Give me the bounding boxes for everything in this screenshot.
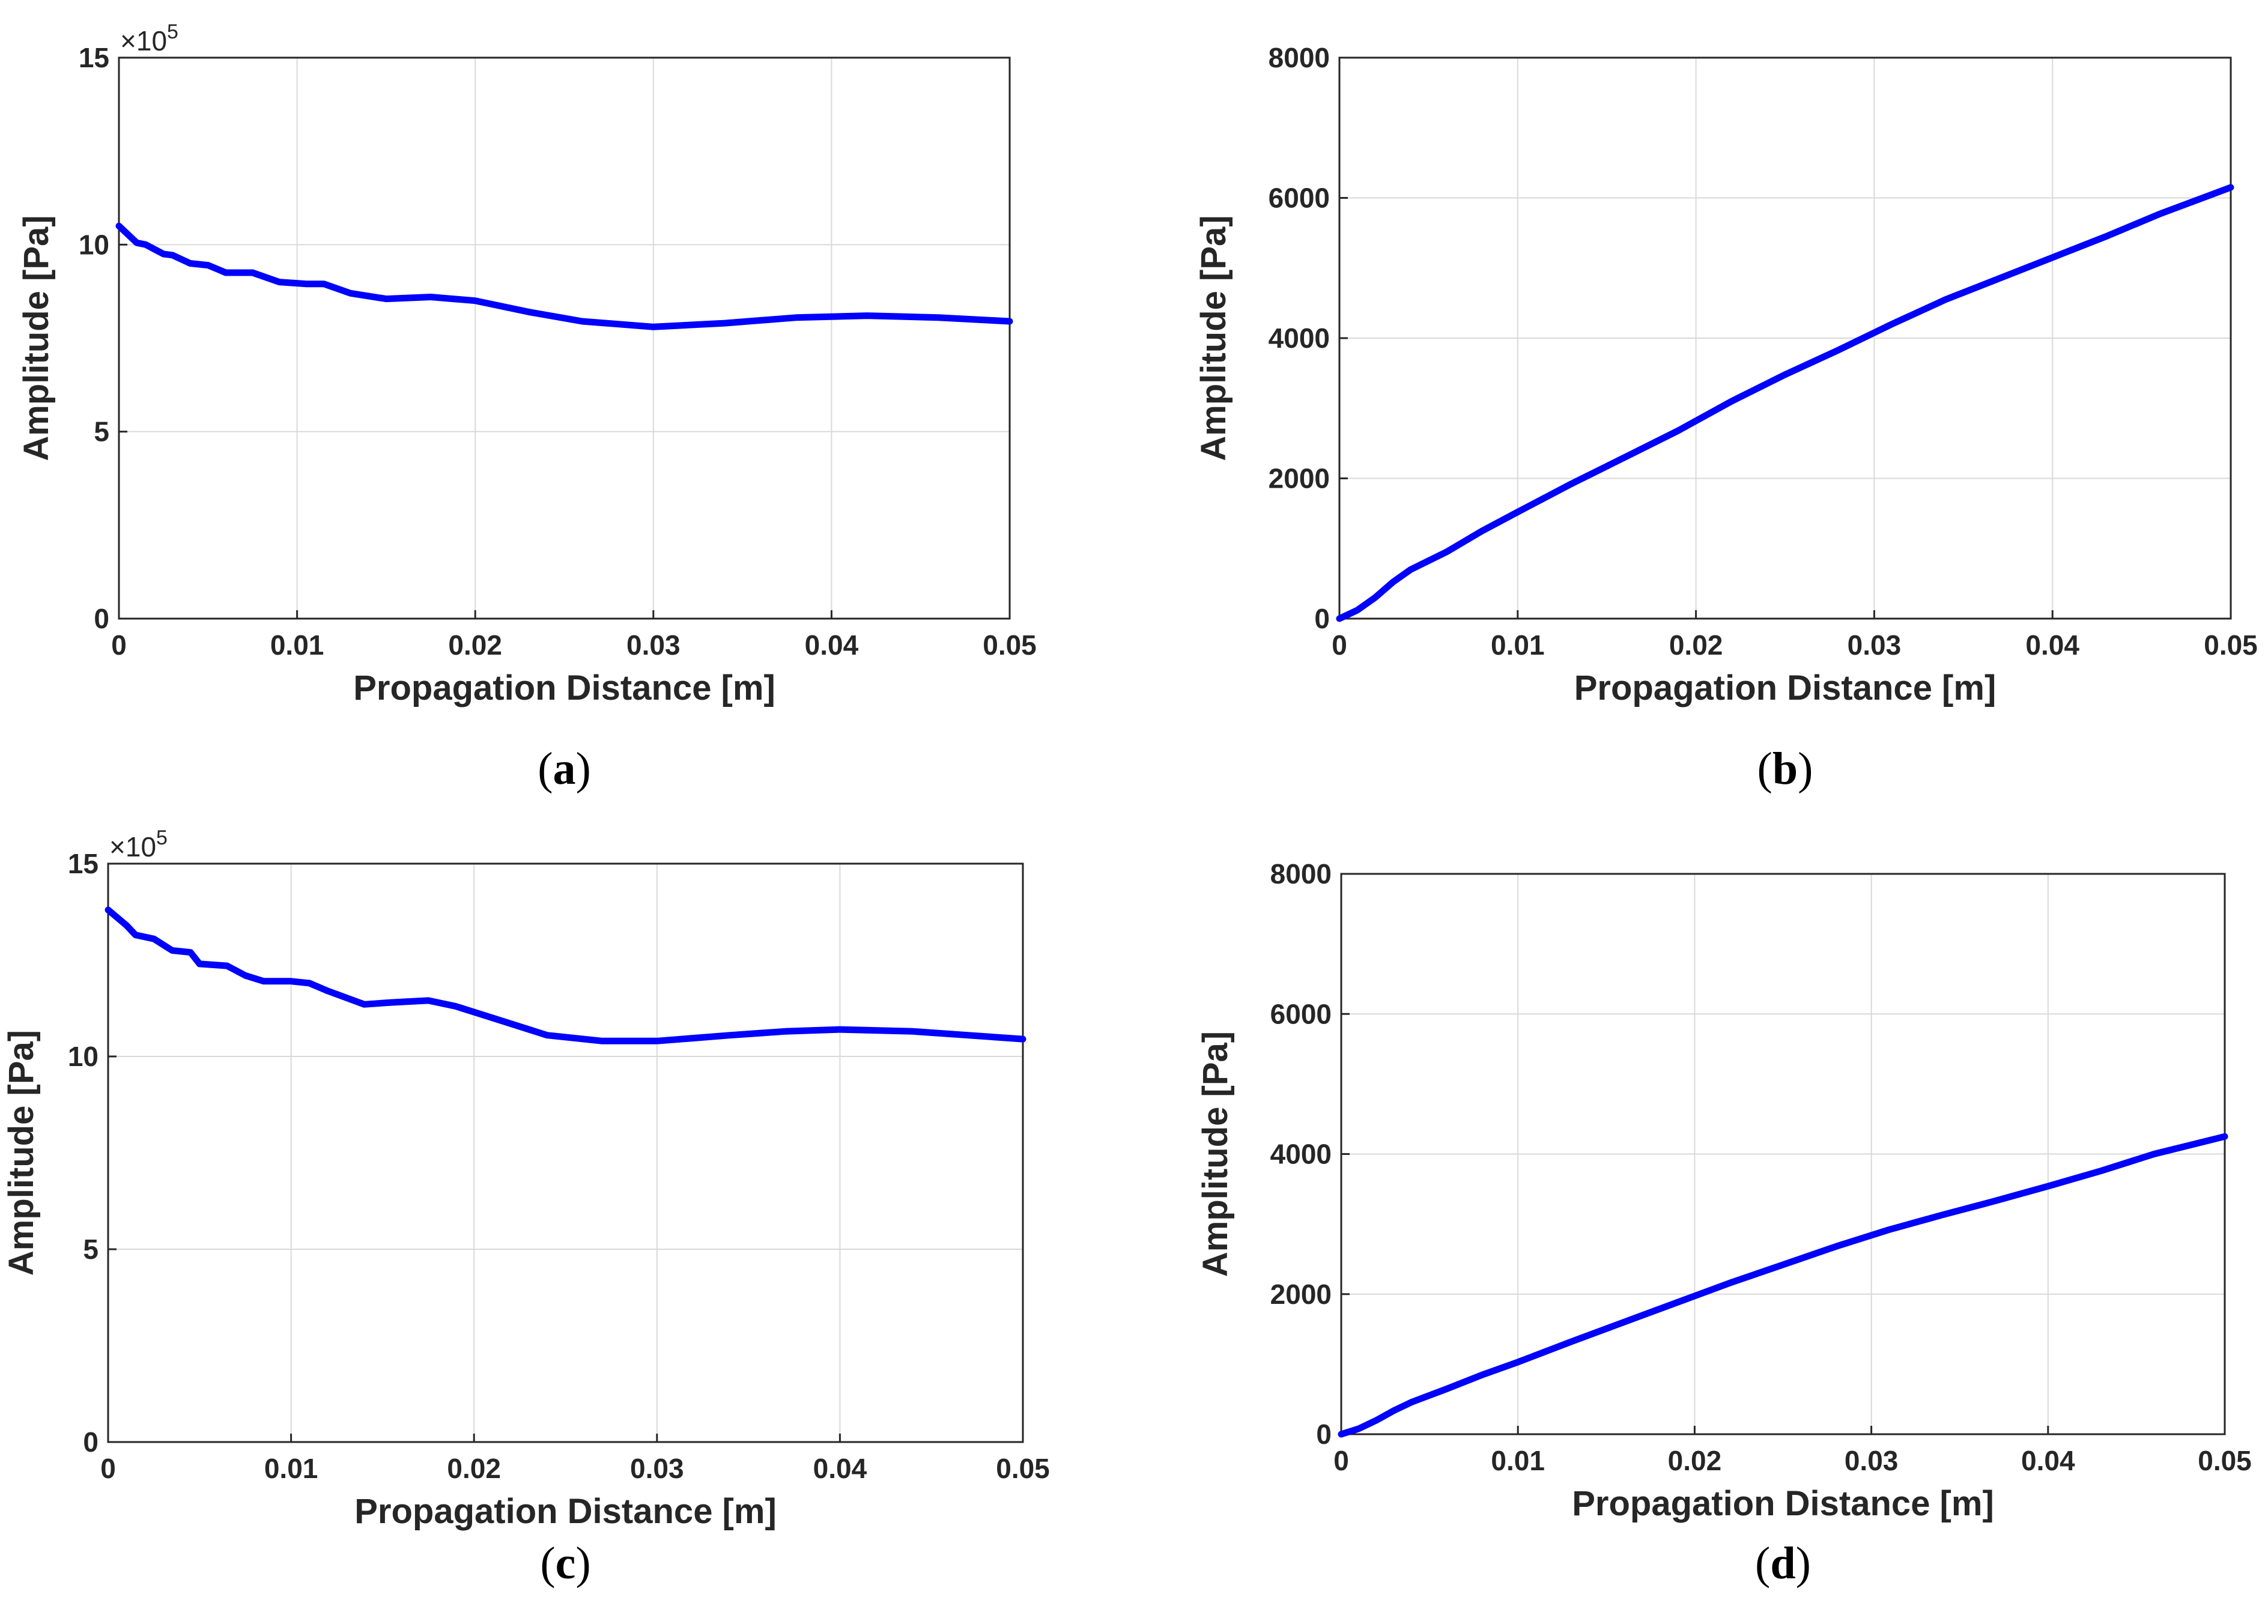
x-tick-label: 0.04	[813, 1453, 867, 1484]
series-line-amplitude	[1338, 1133, 2228, 1438]
y-tick-label: 2000	[1269, 463, 1330, 494]
plot-border	[118, 56, 1011, 620]
y-tick-label: 8000	[1269, 42, 1330, 73]
chart-panel-a: 0 0.01 0.02 0.03 0.04 0.05 0 5 10 15 ×105 Propagati…	[17, 20, 1037, 794]
y-axis-label: Amplitude [Pa]	[17, 215, 56, 461]
y-tick-label: 8000	[1270, 858, 1332, 889]
y-tick-label: 15	[68, 848, 99, 879]
panel-caption: (a)	[538, 744, 591, 794]
panel-caption: (d)	[1755, 1538, 1811, 1589]
x-tick-label: 0	[100, 1453, 116, 1484]
plot-area	[107, 862, 1024, 1443]
y-tick-label: 15	[79, 42, 109, 73]
y-tick-label: 0	[1314, 603, 1330, 634]
plot-border	[107, 862, 1024, 1443]
x-tick-label: 0	[111, 629, 127, 661]
series-line-amplitude	[105, 906, 1026, 1044]
y-axis-label: Amplitude [Pa]	[1194, 215, 1233, 461]
y-tick-label: 5	[83, 1234, 99, 1265]
x-tick-label: 0	[1333, 1445, 1349, 1476]
chart-panel-d: 0 0.01 0.02 0.03 0.04 0.05 0 2000 4000 6000 8000 Pr…	[1196, 858, 2252, 1589]
x-tick-label: 0.02	[1668, 1445, 1722, 1476]
chart-panel-b: 0 0.01 0.02 0.03 0.04 0.05 0 2000 4000 6000 8000 Pr…	[1194, 42, 2258, 794]
x-tick-label: 0.02	[447, 1453, 501, 1484]
y-tick-label: 6000	[1270, 998, 1332, 1029]
chart-panel-c: 0 0.01 0.02 0.03 0.04 0.05 0 5 10 15 ×105 Propagati…	[2, 826, 1050, 1589]
plot-area	[118, 56, 1011, 620]
x-axis-label: Propagation Distance [m]	[353, 668, 775, 707]
x-tick-label: 0.01	[1491, 1445, 1545, 1476]
x-axis-label: Propagation Distance [m]	[1574, 668, 1997, 707]
y-tick-label: 4000	[1269, 323, 1330, 354]
x-tick-label: 0.04	[805, 629, 859, 661]
x-tick-label: 0.04	[2021, 1445, 2075, 1476]
x-tick-label: 0.03	[626, 629, 681, 661]
x-tick-label: 0.01	[270, 629, 324, 661]
x-tick-label: 0.04	[2025, 629, 2079, 661]
plot-border	[1340, 873, 2226, 1435]
y-tick-label: 10	[79, 229, 109, 260]
panel-caption: (b)	[1757, 744, 1813, 794]
x-tick-label: 0	[1332, 629, 1347, 661]
panel-caption: (c)	[540, 1538, 590, 1589]
x-tick-label: 0.05	[2198, 1445, 2252, 1476]
y-axis-label: Amplitude [Pa]	[1196, 1031, 1235, 1277]
x-tick-label: 0.03	[630, 1453, 684, 1484]
x-tick-label: 0.03	[1845, 1445, 1899, 1476]
x-tick-label: 0.05	[996, 1453, 1050, 1484]
x-tick-label: 0.05	[983, 629, 1037, 661]
x-tick-label: 0.01	[264, 1453, 318, 1484]
plot-border	[1338, 56, 2232, 620]
x-tick-label: 0.02	[448, 629, 502, 661]
x-axis-label: Propagation Distance [m]	[354, 1492, 777, 1531]
y-tick-label: 5	[94, 416, 109, 447]
x-tick-label: 0.02	[1669, 629, 1723, 661]
y-tick-label: 6000	[1269, 183, 1330, 214]
y-tick-label: 0	[83, 1426, 99, 1458]
x-tick-label: 0.05	[2204, 629, 2258, 661]
y-tick-label: 10	[68, 1041, 99, 1072]
y-tick-label: 4000	[1270, 1139, 1332, 1170]
series-line-amplitude	[1336, 184, 2234, 622]
y-tick-label: 2000	[1270, 1279, 1332, 1310]
y-tick-label: 0	[94, 603, 109, 634]
x-axis-label: Propagation Distance [m]	[1572, 1484, 1994, 1523]
x-tick-label: 0.01	[1491, 629, 1545, 661]
y-scale-multiplier: ×105	[120, 20, 178, 56]
y-axis-label: Amplitude [Pa]	[2, 1030, 41, 1276]
y-scale-multiplier: ×105	[109, 826, 168, 862]
series-line-amplitude	[115, 222, 1013, 330]
y-tick-label: 0	[1316, 1419, 1332, 1450]
x-tick-label: 0.03	[1848, 629, 1902, 661]
